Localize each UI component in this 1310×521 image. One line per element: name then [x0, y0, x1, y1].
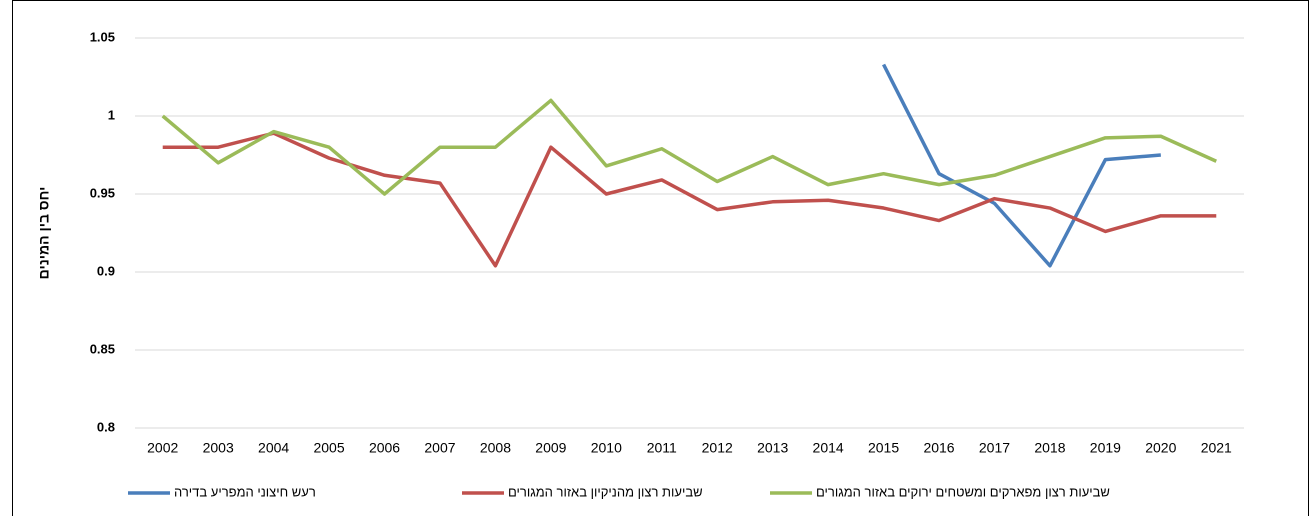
x-tick-label: 2012 [702, 440, 733, 456]
x-tick-label: 2015 [868, 440, 899, 456]
x-tick-label: 2017 [979, 440, 1010, 456]
y-tick-label: 1 [108, 107, 115, 122]
x-tick-label: 2016 [923, 440, 954, 456]
chart-border [12, 0, 1309, 521]
y-tick-label: 0.9 [97, 263, 115, 278]
x-tick-label: 2002 [147, 440, 178, 456]
y-tick-label: 1.05 [90, 29, 115, 44]
x-tick-label: 2021 [1201, 440, 1232, 456]
legend-label: שביעות רצון מפארקים ומשטחים ירוקים באזור… [816, 484, 1110, 499]
x-tick-label: 2011 [647, 440, 677, 456]
legend-label: שביעות רצון מהניקיון באזור המגורים [508, 484, 703, 499]
y-axis-label: יחס בין המינים [36, 187, 52, 280]
x-tick-label: 2013 [757, 440, 788, 456]
y-tick-label: 0.8 [97, 419, 115, 434]
series-line [882, 63, 1161, 268]
series-line [161, 98, 1217, 196]
x-tick-label: 2003 [203, 440, 234, 456]
y-tick-label: 0.95 [90, 185, 115, 200]
x-tick-label: 2014 [813, 440, 844, 456]
x-tick-label: 2004 [258, 440, 289, 456]
x-tick-label: 2020 [1145, 440, 1176, 456]
series-line [162, 131, 1217, 268]
x-tick-label: 2018 [1034, 440, 1065, 456]
x-tick-label: 2010 [591, 440, 622, 456]
x-tick-label: 2007 [424, 440, 455, 456]
y-tick-label: 0.85 [90, 341, 115, 356]
x-tick-label: 2009 [535, 440, 566, 456]
x-tick-label: 2008 [480, 440, 511, 456]
x-tick-label: 2005 [313, 440, 344, 456]
legend-label: רעש חיצוני המפריע בדירה [174, 484, 316, 499]
x-tick-label: 2006 [369, 440, 400, 456]
x-tick-label: 2019 [1090, 440, 1121, 456]
